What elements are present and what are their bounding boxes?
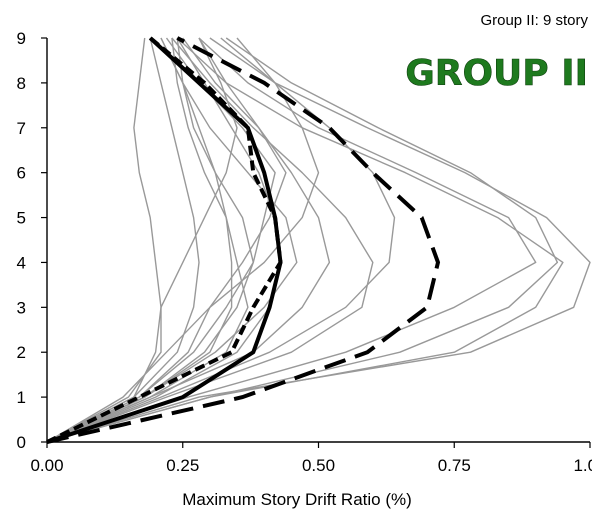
axes	[46, 38, 590, 443]
median-series-line	[46, 36, 283, 444]
record-series-line	[46, 37, 559, 443]
record-series-line	[46, 37, 331, 443]
y-tick-label: 6	[17, 164, 26, 183]
corner-label: Group II: 9 story	[480, 12, 588, 29]
record-series-line	[46, 37, 564, 443]
upper-dashed-series-line	[46, 36, 441, 444]
y-tick-label: 2	[17, 343, 26, 362]
record-series-line	[46, 37, 591, 443]
record-series-line	[46, 37, 374, 443]
record-series-line	[46, 37, 320, 443]
x-tick-label: 0.25	[166, 456, 199, 475]
y-tick-label: 1	[17, 388, 26, 407]
y-tick-label: 9	[17, 29, 26, 48]
x-tick-label: 0.50	[302, 456, 335, 475]
record-series-line	[46, 37, 233, 443]
x-tick-label: 0.75	[438, 456, 471, 475]
y-tick-label: 3	[17, 298, 26, 317]
record-series-line	[46, 37, 162, 443]
record-series-line	[46, 37, 200, 443]
y-axis-ticks: 0 1 2 3 4 5 6 7 8 9	[17, 29, 47, 452]
record-series-group	[46, 37, 591, 443]
record-series-line	[46, 37, 287, 443]
x-tick-label: 0.00	[30, 456, 63, 475]
x-tick-label: 1.00	[573, 456, 592, 475]
y-tick-label: 7	[17, 119, 26, 138]
x-axis-ticks: 0.00 0.25 0.50 0.75 1.00	[30, 442, 592, 475]
record-series-line	[46, 37, 537, 443]
record-series-line	[46, 37, 255, 443]
y-tick-label: 5	[17, 209, 26, 228]
summary-series-group	[46, 36, 441, 444]
record-series-line	[46, 37, 298, 443]
group-label: GROUP II	[405, 53, 588, 94]
x-axis-title: Maximum Story Drift Ratio (%)	[182, 490, 412, 509]
y-tick-label: 0	[17, 433, 26, 452]
y-tick-label: 4	[17, 253, 26, 272]
y-tick-label: 8	[17, 74, 26, 93]
